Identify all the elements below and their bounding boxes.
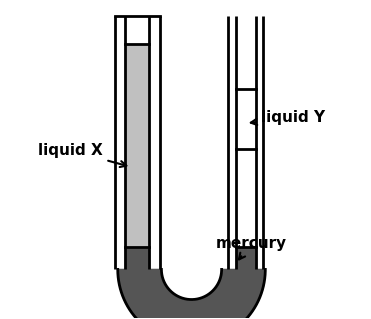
Polygon shape: [118, 270, 265, 319]
Text: liquid Y: liquid Y: [251, 110, 325, 125]
Text: liquid X: liquid X: [38, 143, 127, 167]
Text: mercury: mercury: [216, 236, 287, 259]
Polygon shape: [161, 270, 221, 300]
